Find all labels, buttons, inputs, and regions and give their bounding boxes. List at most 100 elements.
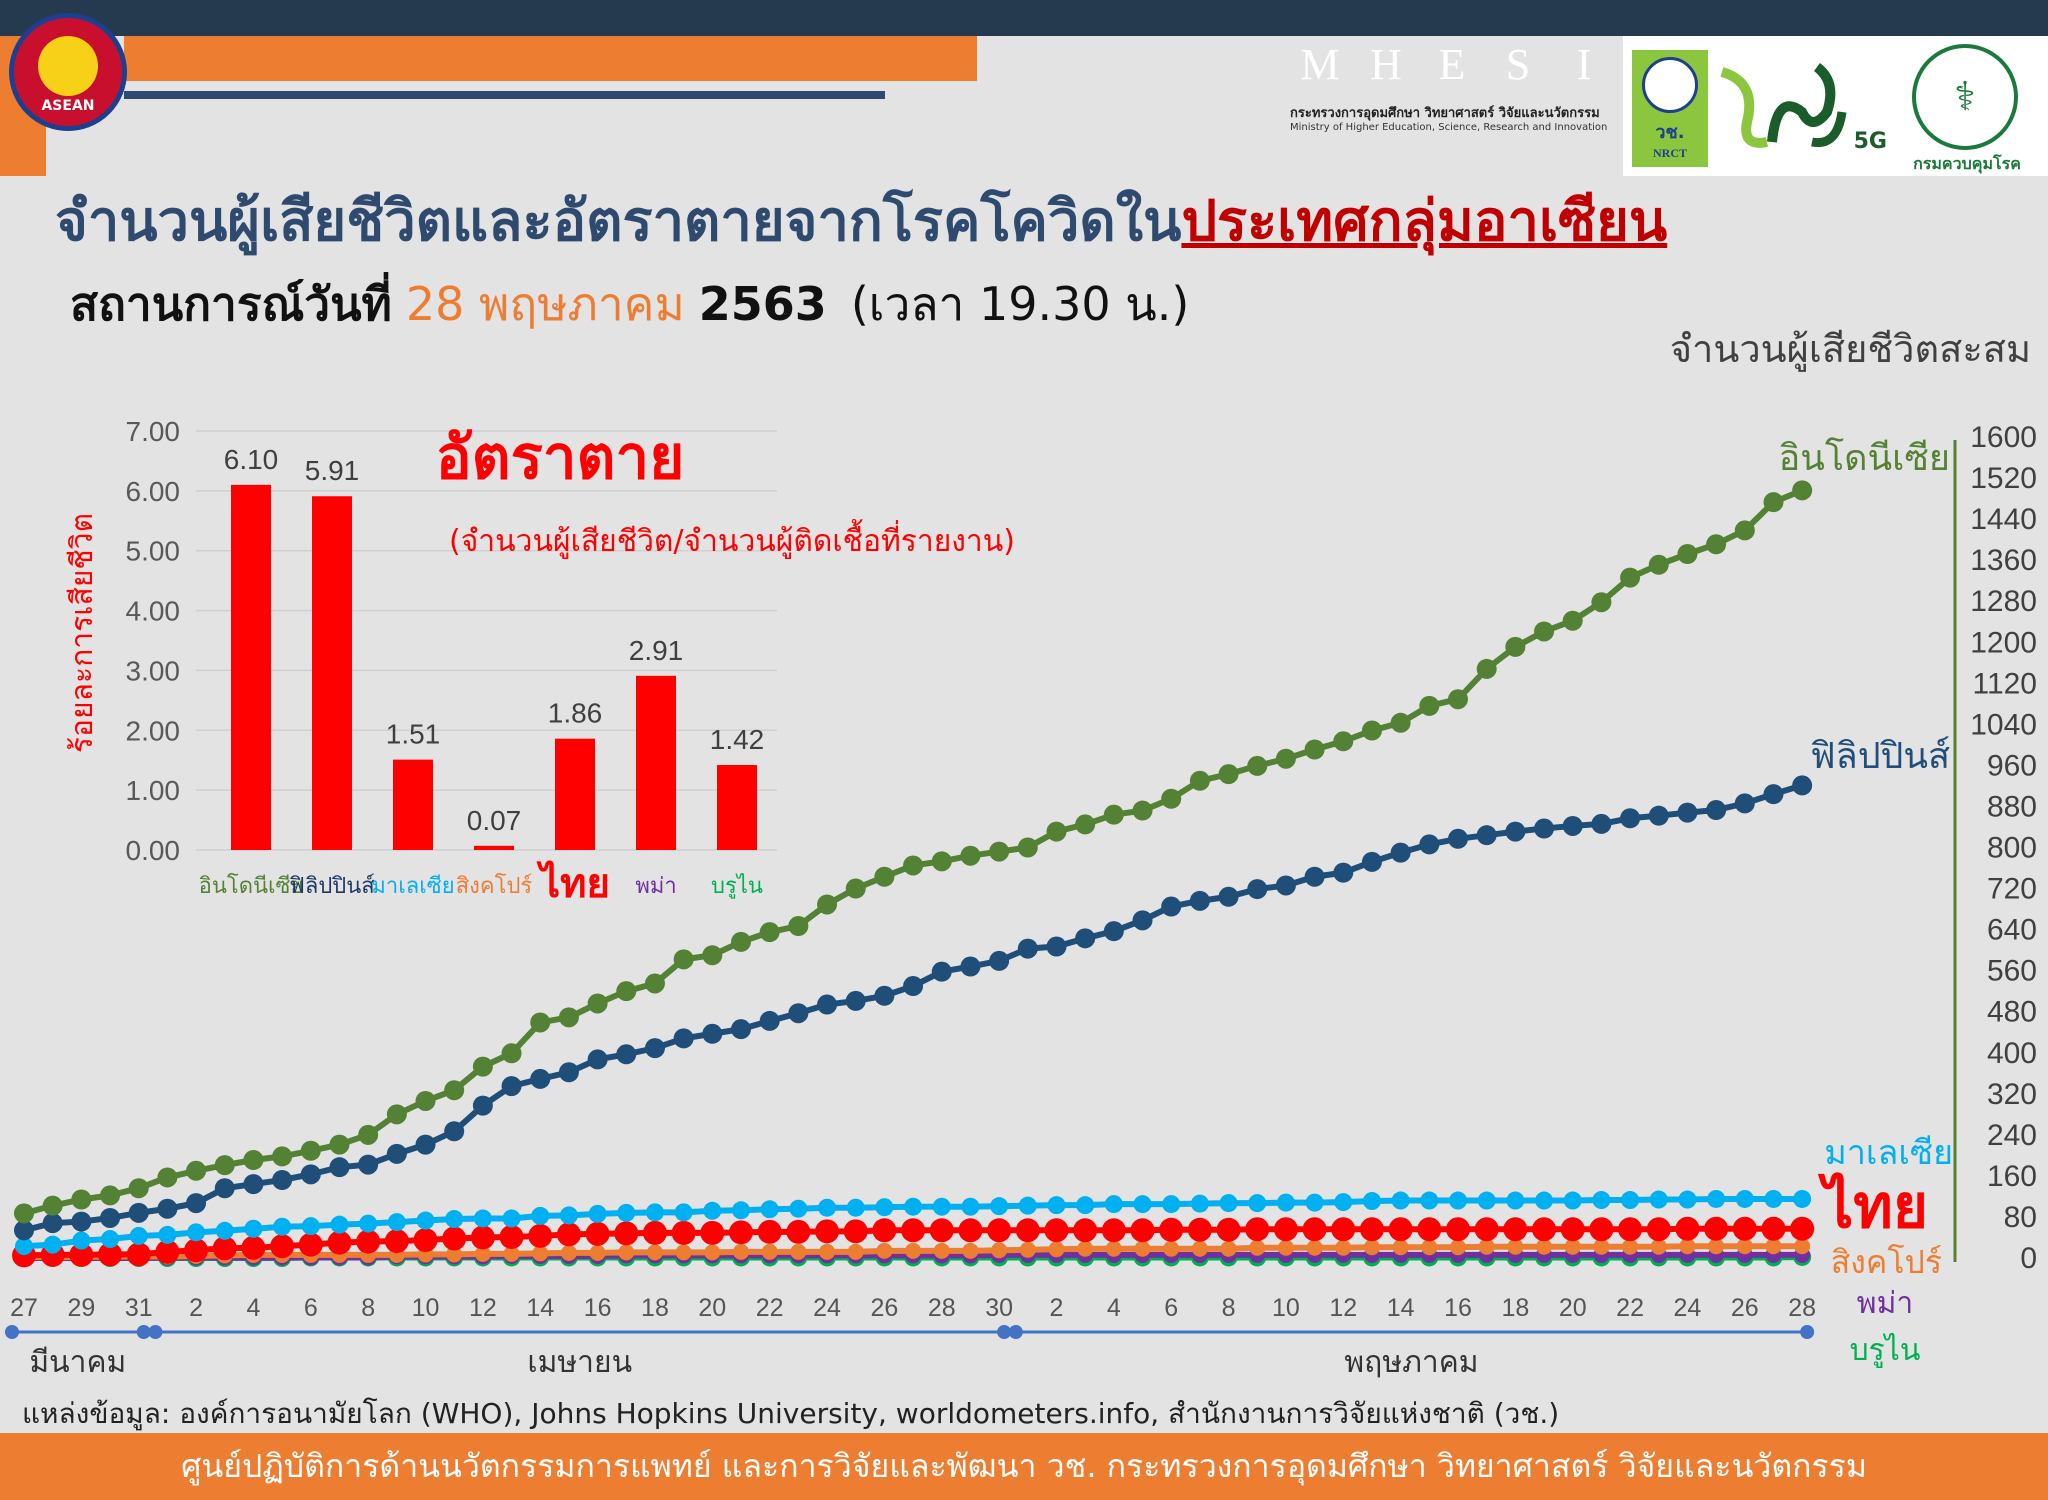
data-point xyxy=(241,1235,266,1260)
data-point xyxy=(472,1056,493,1077)
data-point xyxy=(558,1007,579,1028)
x-tick-label: 10 xyxy=(412,1294,440,1322)
data-point xyxy=(530,1012,551,1033)
bar-category-label: มาเลเซีย xyxy=(371,874,454,899)
data-point xyxy=(387,1213,406,1232)
data-point xyxy=(384,1229,409,1254)
data-point xyxy=(501,1043,522,1064)
data-point xyxy=(1562,610,1583,631)
data-point xyxy=(359,1214,378,1233)
data-point xyxy=(1735,1189,1754,1208)
data-point xyxy=(1075,814,1096,835)
data-point xyxy=(589,1244,606,1261)
data-point xyxy=(1359,1217,1384,1242)
data-point xyxy=(329,1134,350,1155)
x-tick-label: 2 xyxy=(1050,1294,1064,1322)
series-label: ไทย xyxy=(1817,1171,1928,1242)
month-label: เมษายน xyxy=(527,1345,632,1380)
data-point xyxy=(1245,1217,1270,1242)
data-point xyxy=(270,1234,295,1259)
data-point xyxy=(1247,755,1268,776)
data-point xyxy=(1361,851,1382,872)
data-point xyxy=(642,1220,667,1245)
data-point xyxy=(416,1211,435,1230)
nrct-thai: วช. xyxy=(1655,122,1685,143)
data-point xyxy=(71,1211,92,1232)
data-point xyxy=(1446,1217,1470,1242)
data-point xyxy=(1275,875,1296,896)
series-label: สิงคโปร์ xyxy=(1831,1243,1942,1281)
data-point xyxy=(845,878,866,899)
data-point xyxy=(1678,1190,1697,1209)
mhesi-logo-i: I xyxy=(1576,40,1592,89)
bar-y-axis-title: ร้อยละการเสียชีวิต xyxy=(65,513,100,753)
month-range-start-dot xyxy=(148,1325,163,1339)
series-label: พม่า xyxy=(1857,1286,1913,1321)
data-point xyxy=(962,1242,979,1259)
bar xyxy=(393,759,433,850)
data-point xyxy=(904,1197,923,1216)
data-point xyxy=(1648,805,1669,826)
data-point xyxy=(759,922,780,943)
y-tick-label: 1120 xyxy=(1972,667,2037,700)
data-point xyxy=(444,1121,465,1142)
data-point xyxy=(531,1206,550,1225)
data-point xyxy=(1505,821,1526,842)
data-point xyxy=(1677,543,1698,564)
bar xyxy=(636,675,676,850)
x-tick-label: 4 xyxy=(1107,1294,1121,1322)
data-point xyxy=(1419,695,1440,716)
data-point xyxy=(1161,788,1182,809)
data-point xyxy=(874,866,895,887)
data-point xyxy=(157,1167,178,1188)
x-tick-label: 20 xyxy=(698,1294,726,1322)
x-tick-label: 2 xyxy=(189,1294,203,1322)
data-point xyxy=(298,1232,323,1257)
data-point xyxy=(300,1164,321,1185)
data-point xyxy=(1191,1240,1208,1257)
data-point xyxy=(989,841,1010,862)
y-tick-label: 1280 xyxy=(1970,585,2037,618)
data-point xyxy=(1220,1240,1237,1257)
data-point xyxy=(1506,1191,1525,1210)
data-point xyxy=(1420,1191,1439,1210)
data-point xyxy=(1304,866,1325,887)
bar-data-label: 2.91 xyxy=(629,635,684,666)
data-point xyxy=(1363,1239,1380,1256)
data-point xyxy=(386,1104,407,1125)
data-point xyxy=(1219,1194,1238,1213)
x-tick-label: 28 xyxy=(928,1294,956,1322)
data-point xyxy=(1790,1216,1815,1241)
data-point xyxy=(1620,567,1641,588)
data-point xyxy=(846,1198,865,1217)
data-point xyxy=(644,1038,665,1059)
data-point xyxy=(273,1217,292,1236)
data-point xyxy=(1792,480,1813,501)
data-point xyxy=(872,1218,897,1243)
bar xyxy=(555,738,595,850)
data-point xyxy=(1076,1196,1095,1215)
y-tick-label: 400 xyxy=(1987,1037,2037,1070)
data-point xyxy=(1560,1217,1585,1242)
data-point xyxy=(933,1242,950,1259)
data-point xyxy=(645,1203,664,1222)
data-point xyxy=(243,1149,264,1170)
mhesi-logo-m: M xyxy=(1300,40,1340,89)
mhesi-logo-s: S xyxy=(1505,40,1531,89)
bar-y-tick-label: 1.00 xyxy=(126,775,181,806)
data-point xyxy=(671,1220,696,1245)
data-point xyxy=(901,1218,926,1243)
data-point xyxy=(1077,1240,1094,1257)
bar-category-label: อินโดนีเซีย xyxy=(199,873,304,899)
data-point xyxy=(729,1220,753,1245)
data-point xyxy=(14,1203,34,1224)
x-tick-label: 26 xyxy=(870,1294,898,1322)
data-point xyxy=(215,1221,234,1240)
data-point xyxy=(1650,1238,1667,1255)
data-point xyxy=(1017,837,1038,858)
page-title: จำนวนผู้เสียชีวิตและอัตราตายจากโรคโควิดใ… xyxy=(55,176,1667,265)
data-point xyxy=(960,845,981,866)
bar-chart-title: อัตราตาย xyxy=(436,423,685,493)
y-tick-label: 1200 xyxy=(1970,626,2037,659)
data-point xyxy=(1390,842,1411,863)
